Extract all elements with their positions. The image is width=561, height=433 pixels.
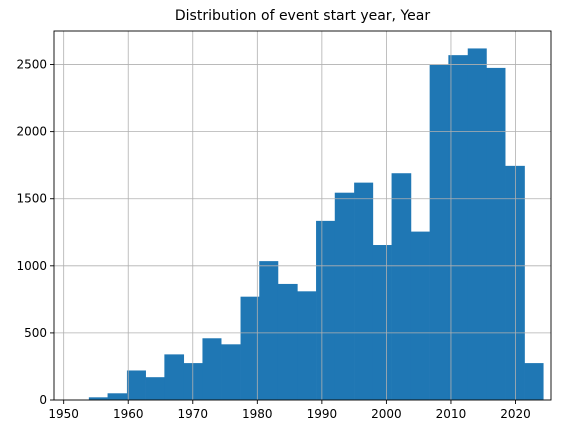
- y-tick-label: 1500: [16, 192, 47, 206]
- plot-frame: [53, 30, 552, 401]
- histogram-bar: [354, 182, 374, 400]
- histogram-bar: [240, 296, 260, 400]
- y-tick-label: 0: [39, 393, 47, 407]
- x-tick-label: 1960: [113, 407, 144, 421]
- histogram-bar: [107, 393, 128, 400]
- histogram-bar: [486, 67, 506, 401]
- histogram-bar: [410, 231, 430, 400]
- histogram-bar: [183, 363, 203, 400]
- histogram-bar: [221, 344, 241, 400]
- histogram-bar: [88, 397, 108, 400]
- histogram-bar: [505, 165, 525, 400]
- histogram-bar: [297, 291, 317, 400]
- bars: [88, 48, 544, 401]
- histogram-bar: [316, 220, 336, 400]
- histogram-bar: [259, 261, 279, 400]
- histogram-bar: [429, 64, 449, 400]
- x-tick-label: 1970: [177, 407, 208, 421]
- histogram-bar: [448, 55, 469, 400]
- x-tick-label: 1950: [48, 407, 79, 421]
- histogram-bar: [467, 48, 487, 401]
- histogram-bar: [372, 245, 392, 400]
- y-tick-label: 2000: [16, 125, 47, 139]
- histogram-bar: [202, 338, 222, 400]
- x-tick-label: 1980: [242, 407, 273, 421]
- x-tick-label: 2000: [371, 407, 402, 421]
- x-tick-label: 1990: [307, 407, 338, 421]
- histogram-bar: [334, 192, 355, 400]
- histogram-bar: [277, 283, 298, 400]
- histogram-bar: [126, 370, 146, 400]
- y-tick-label: 2500: [16, 58, 47, 72]
- y-tick-label: 500: [24, 326, 47, 340]
- histogram-bar: [524, 363, 544, 400]
- histogram-bar: [164, 354, 185, 400]
- histogram-bar: [145, 377, 165, 400]
- axes: 1950 1960 1970 1980 1990 2000 2010 2020 0 500 1000…: [16, 30, 552, 421]
- chart-title: Distribution of event start year, Year: [175, 8, 430, 24]
- histogram-bar: [391, 173, 412, 400]
- x-tick-label: 2020: [500, 407, 531, 421]
- y-tick-label: 1000: [16, 259, 47, 273]
- x-tick-label: 2010: [436, 407, 467, 421]
